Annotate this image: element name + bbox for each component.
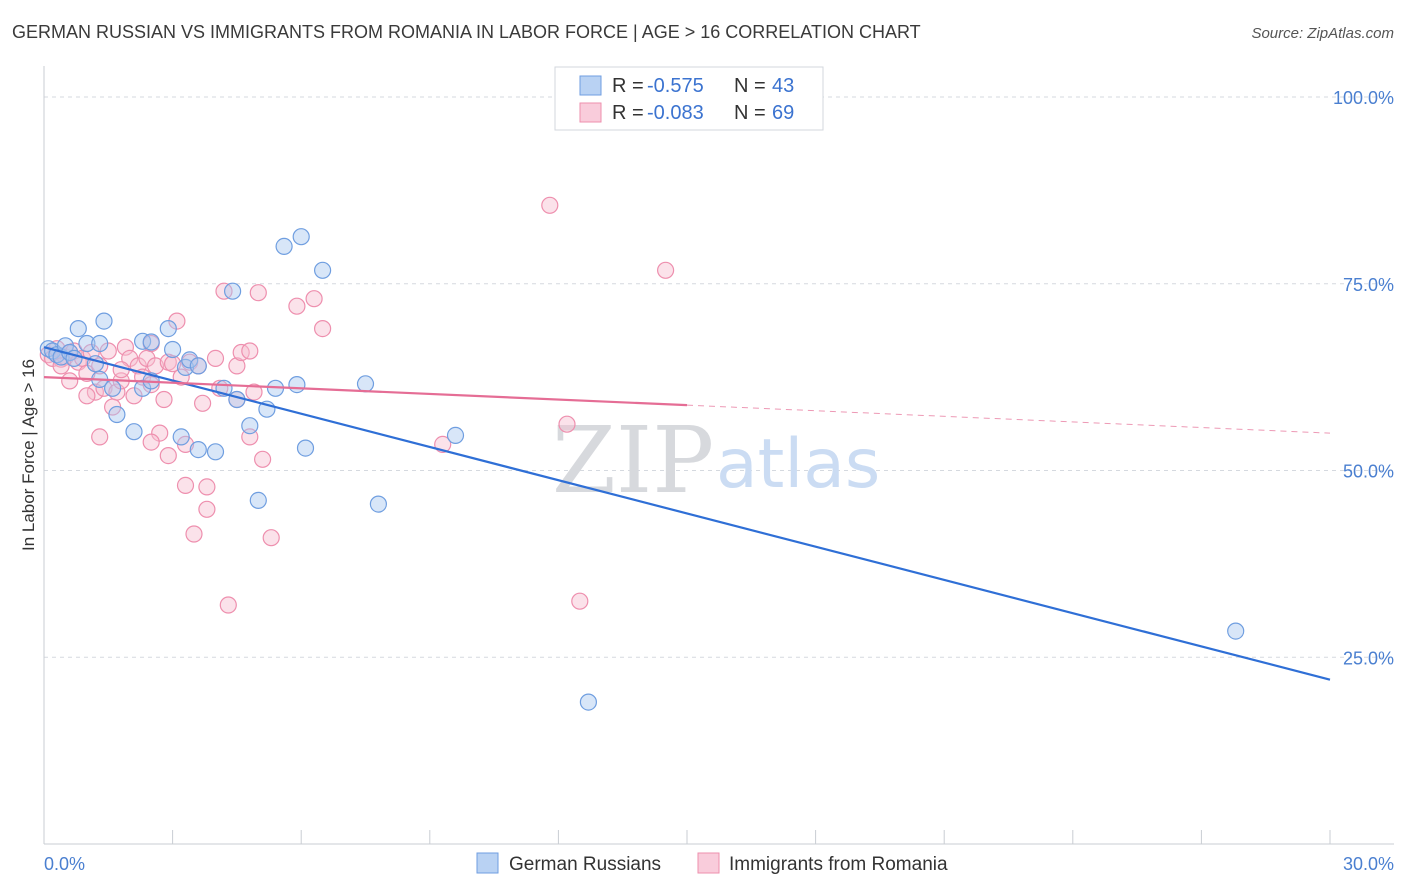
immigrants-from-romania-point-44 xyxy=(228,357,246,375)
immigrants-from-romania-point-64 xyxy=(194,394,212,412)
y-tick-label-100: 100.0% xyxy=(1333,88,1394,108)
immigrants-from-romania-point-56 xyxy=(541,196,559,214)
trend-lines xyxy=(43,346,1331,681)
y-axis-label: In Labor Force | Age > 16 xyxy=(19,359,38,551)
immigrants-from-romania-point-67 xyxy=(52,357,70,375)
immigrants-from-romania-point-63 xyxy=(78,387,96,405)
series-immigrants-from-romania-points xyxy=(39,196,675,614)
immigrants-from-romania-point-41 xyxy=(215,282,233,300)
immigrants-from-romania-point-48 xyxy=(245,383,263,401)
legend-swatch-pink xyxy=(579,102,602,123)
german-russians-point-15 xyxy=(125,423,143,441)
immigrants-from-romania-point-54 xyxy=(314,320,332,338)
correlation-legend: R = -0.575 N = 43 R = -0.083 N = 69 xyxy=(554,66,824,131)
gridlines xyxy=(44,96,1394,658)
immigrants-from-romania-point-53 xyxy=(305,290,323,308)
immigrants-from-romania-point-28 xyxy=(155,390,173,409)
y-tick-label-75: 75.0% xyxy=(1343,275,1394,295)
immigrants-from-romania-point-61 xyxy=(142,433,160,451)
german-russians-point-8 xyxy=(78,334,96,353)
series-legend: German Russians Immigrants from Romania xyxy=(476,852,948,875)
legend-r-label-blue: R = xyxy=(612,75,644,97)
german-russians-point-25 xyxy=(189,441,207,459)
series-german-russians-points xyxy=(39,228,1245,711)
german-russians-point-29 xyxy=(224,282,242,300)
german-russians-point-38 xyxy=(296,439,315,457)
immigrants-from-romania-point-49 xyxy=(249,284,267,302)
german-russians-point-7 xyxy=(69,320,87,338)
german-russians-point-37 xyxy=(292,228,310,246)
legend-r-label-pink: R = xyxy=(612,102,644,124)
y-tick-label-50: 50.0% xyxy=(1343,462,1394,482)
german-russians-point-41 xyxy=(369,495,387,513)
german-russians-point-16 xyxy=(134,332,152,350)
chart-title: GERMAN RUSSIAN VS IMMIGRANTS FROM ROMANI… xyxy=(12,22,921,42)
x-tick-label-max: 30.0% xyxy=(1343,854,1394,874)
german-russians-point-40 xyxy=(356,375,375,393)
immigrants-from-romania-point-39 xyxy=(198,500,216,518)
german-russians-point-32 xyxy=(249,491,267,509)
german-russians-point-39 xyxy=(314,261,332,279)
immigrants-from-romania-point-38 xyxy=(198,478,216,496)
immigrants-from-romania-point-46 xyxy=(241,342,259,360)
german-russians-point-31 xyxy=(241,417,259,435)
german-russians-point-42 xyxy=(446,426,465,444)
series-legend-swatch-german-russians xyxy=(476,852,499,874)
german-russians-point-36 xyxy=(288,376,306,394)
german-russians-point-21 xyxy=(164,340,182,359)
german-russians-point-43 xyxy=(579,693,598,711)
german-russians-point-20 xyxy=(159,320,177,338)
german-russians-trend-line xyxy=(43,346,1331,681)
german-russians-point-24 xyxy=(181,351,199,369)
immigrants-from-romania-point-57 xyxy=(558,415,576,433)
immigrants-from-romania-point-30 xyxy=(164,355,182,373)
german-russians-point-14 xyxy=(108,405,126,424)
immigrants-from-romania-point-62 xyxy=(61,372,79,390)
immigrants-from-romania-point-66 xyxy=(159,447,177,465)
watermark-zip: ZIP xyxy=(552,407,714,514)
german-russians-point-44 xyxy=(1227,622,1245,640)
immigrants-from-romania-point-45 xyxy=(232,343,250,362)
legend-n-value-blue: 43 xyxy=(772,75,794,97)
immigrants-from-romania-point-18 xyxy=(116,338,135,356)
watermark-atlas: atlas xyxy=(716,425,880,504)
y-tick-label-25: 25.0% xyxy=(1343,648,1394,668)
immigrants-from-romania-point-60 xyxy=(91,428,109,446)
immigrants-from-romania-point-34 xyxy=(176,476,195,494)
immigrants-from-romania-point-52 xyxy=(288,297,306,315)
x-tick-label-min: 0.0% xyxy=(44,854,85,874)
immigrants-from-romania-point-59 xyxy=(656,261,675,279)
immigrants-from-romania-point-50 xyxy=(254,450,272,468)
german-russians-point-27 xyxy=(206,443,225,461)
german-russians-point-18 xyxy=(142,333,160,351)
series-legend-label-german-russians: German Russians xyxy=(509,854,661,875)
german-russians-point-10 xyxy=(91,334,109,353)
german-russians-point-35 xyxy=(275,237,293,255)
immigrants-from-romania-point-36 xyxy=(185,525,203,543)
immigrants-from-romania-point-11 xyxy=(86,383,105,401)
immigrants-from-romania-point-51 xyxy=(262,529,280,547)
immigrants-from-romania-trend-line-extrapolated xyxy=(686,404,1331,434)
german-russians-point-12 xyxy=(95,312,113,330)
immigrants-from-romania-point-42 xyxy=(219,596,237,614)
y-tick-labels: 100.0% 75.0% 50.0% 25.0% xyxy=(1333,88,1394,668)
legend-r-value-pink: -0.083 xyxy=(647,102,704,124)
immigrants-from-romania-trend-line xyxy=(43,376,688,407)
source-label: Source: ZipAtlas.com xyxy=(1251,25,1394,42)
legend-swatch-blue xyxy=(579,75,602,96)
immigrants-from-romania-point-40 xyxy=(206,349,225,367)
german-russians-point-22 xyxy=(172,428,190,446)
legend-r-value-blue: -0.575 xyxy=(647,75,704,97)
german-russians-point-13 xyxy=(103,379,122,397)
legend-n-label-pink: N = xyxy=(734,102,766,124)
series-legend-swatch-immigrants-from-romania xyxy=(697,852,720,874)
immigrants-from-romania-point-58 xyxy=(571,592,589,610)
german-russians-point-26 xyxy=(189,357,207,375)
legend-n-value-pink: 69 xyxy=(772,102,794,124)
series-legend-label-immigrants-from-romania: Immigrants from Romania xyxy=(729,854,948,875)
legend-n-label-blue: N = xyxy=(734,75,766,97)
x-axis-ticks xyxy=(172,830,1331,844)
